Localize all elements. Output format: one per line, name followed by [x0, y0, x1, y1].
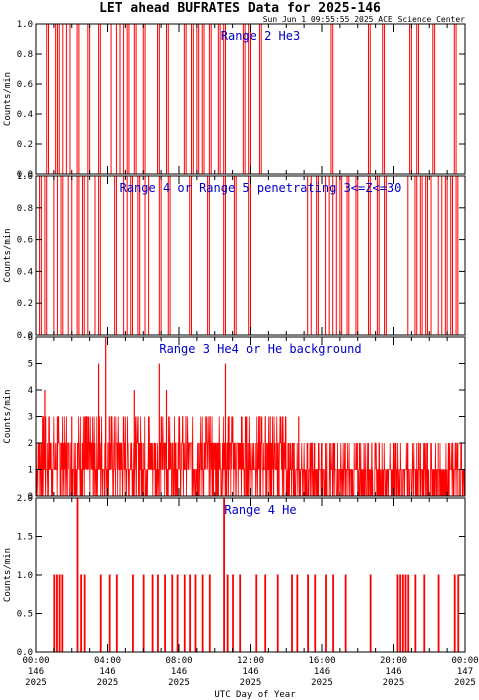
- x-tick-label: 2025: [168, 678, 190, 688]
- x-tick-label: 00:00: [22, 656, 49, 666]
- x-tick-label: 04:00: [94, 656, 121, 666]
- x-axis-label: UTC Day of Year: [214, 690, 296, 700]
- y-tick-label: 1.0: [17, 172, 33, 182]
- y-tick-label: 5: [28, 360, 33, 370]
- y-tick-label: 2: [28, 439, 33, 449]
- data-series: [36, 175, 465, 336]
- data-series: [36, 497, 465, 653]
- panel-title: Range 4 or Range 5 penetrating 3<=Z<=30: [120, 181, 402, 195]
- panel-title: Range 4 He: [224, 503, 296, 517]
- x-tick-labels: 00:00146202504:00146202508:00146202512:0…: [22, 656, 478, 688]
- x-tick-label: 12:00: [237, 656, 264, 666]
- x-tick-label: 2025: [240, 678, 262, 688]
- x-tick-label: 146: [171, 667, 187, 677]
- x-tick-label: 2025: [311, 678, 333, 688]
- y-tick-label: 2.0: [17, 494, 33, 504]
- y-tick-label: 0.4: [17, 110, 33, 120]
- y-tick-label: 0.6: [17, 236, 33, 246]
- x-tick-label: 146: [99, 667, 115, 677]
- data-series: [36, 23, 465, 175]
- y-axis-label: Counts/min: [3, 72, 13, 126]
- y-tick-label: 0.6: [17, 80, 33, 90]
- panel-title: Range 2 He3: [221, 29, 300, 43]
- y-tick-label: 1.0: [17, 20, 33, 30]
- x-tick-label: 2025: [454, 678, 476, 688]
- x-tick-label: 08:00: [165, 656, 192, 666]
- timestamp: Sun Jun 1 09:55:55 2025 ACE Science Cent…: [263, 15, 465, 24]
- y-tick-label: 0.8: [17, 204, 33, 214]
- y-tick-label: 3: [28, 413, 33, 423]
- y-tick-label: 1.5: [17, 533, 33, 543]
- x-tick-label: 2025: [383, 678, 405, 688]
- panel-title: Range 3 He4 or He background: [159, 342, 361, 356]
- x-tick-label: 146: [28, 667, 44, 677]
- x-tick-label: 20:00: [380, 656, 407, 666]
- y-tick-label: 0.0: [17, 648, 33, 658]
- x-tick-label: 16:00: [308, 656, 335, 666]
- x-tick-label: 2025: [25, 678, 47, 688]
- x-tick-label: 2025: [97, 678, 119, 688]
- y-tick-label: 0.0: [17, 331, 33, 341]
- panel-2: 0.0 0.2 0.4 0.6 0.8 1.0 Counts/min Range 4 or R…: [3, 172, 466, 341]
- y-tick-label: 6: [28, 333, 33, 343]
- y-tick-label: 0.2: [17, 299, 33, 309]
- y-axis-label: Counts/min: [3, 228, 13, 282]
- x-tick-label: 146: [242, 667, 258, 677]
- x-tick-label: 147: [457, 667, 473, 677]
- y-tick-label: 1.0: [17, 571, 33, 581]
- figure-title: LET ahead BUFRATES Data for 2025-146: [99, 1, 381, 16]
- y-tick-label: 4: [28, 386, 33, 396]
- x-tick-label: 146: [314, 667, 330, 677]
- y-tick-label: 0.0: [17, 170, 33, 180]
- x-tick-label: 00:00: [451, 656, 478, 666]
- y-tick-label: 0.2: [17, 140, 33, 150]
- y-tick-label: 0.5: [17, 610, 33, 620]
- panel-1: 0.0 0.2 0.4 0.6 0.8 1.0 Counts/min Range 2 He3: [3, 20, 466, 180]
- y-axis-label: Counts/min: [3, 548, 13, 602]
- y-tick-label: 1: [28, 466, 33, 476]
- y-tick-label: 0.8: [17, 50, 33, 60]
- panel-3: 0 1 2 3 4 5 6 Counts/min Range 3 He4 or He backg…: [3, 333, 466, 502]
- panel-4: 0.0 0.5 1.0 1.5 2.0 Counts/min Range 4 He: [3, 494, 466, 658]
- x-tick-label: 146: [385, 667, 401, 677]
- y-axis-label: Counts/min: [3, 389, 13, 443]
- data-series: [35, 416, 465, 497]
- y-tick-label: 0.4: [17, 267, 33, 277]
- y-tick-label: 0: [28, 492, 33, 502]
